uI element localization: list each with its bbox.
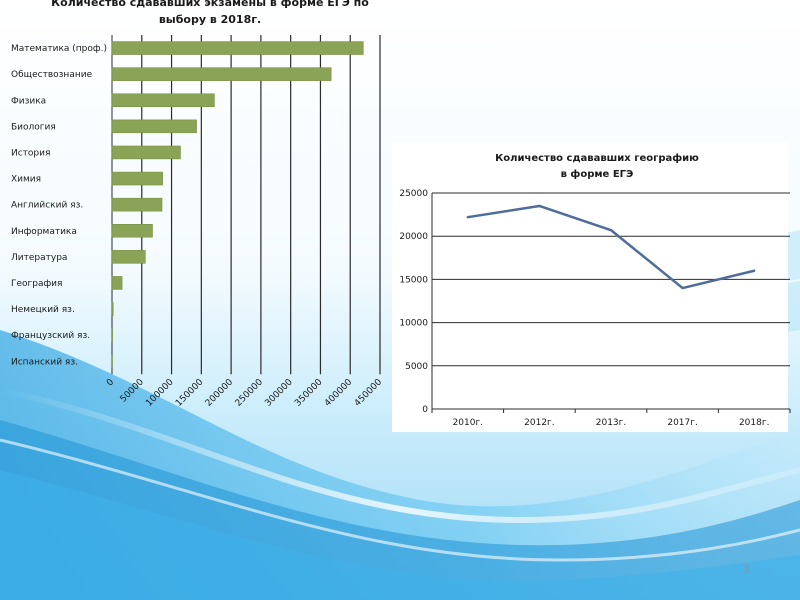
bar-chart-x-tick: 0 [105, 377, 116, 388]
line-chart-series [466, 204, 756, 290]
bar-chart-category: Английский яз. [11, 201, 83, 211]
bar-chart-bar [111, 224, 153, 238]
line-chart-y-tick: 0 [422, 405, 428, 415]
line-chart-category-labels: 2010г. 2012г. 2013г. 2017г. 2018г. [453, 418, 770, 428]
bar-chart-title-line2: выбору в 2018г. [159, 13, 261, 26]
bar-chart-category: Математика (проф.) [11, 44, 107, 54]
line-chart-point [466, 215, 469, 219]
line-chart: Количество сдававших географию в форме Е… [392, 142, 791, 432]
bar-chart-x-tick: 400000 [323, 377, 355, 409]
bar-chart-x-tick: 450000 [353, 377, 385, 409]
line-chart-point [753, 269, 756, 272]
bar-chart-category: Обществознание [11, 70, 93, 80]
line-chart-title-line2: в форме ЕГЭ [561, 168, 634, 180]
bar-chart-category: Химия [11, 175, 41, 185]
bar-chart-category: Информатика [11, 227, 77, 237]
bar-chart-bar [111, 93, 215, 107]
bar-chart-x-tick: 100000 [144, 377, 176, 409]
bar-chart-category-labels: Математика (проф.) Обществознание Физика Би… [11, 44, 107, 367]
bar-chart-x-tick: 350000 [293, 377, 325, 409]
bar-chart-bar [111, 197, 163, 212]
bar-chart-bars [111, 41, 364, 368]
bar-chart-category: Физика [11, 96, 46, 106]
line-chart-category: 2017г. [667, 418, 698, 428]
bar-chart-category: Французский яз. [11, 331, 90, 341]
line-chart-point [681, 286, 684, 290]
line-chart-y-tick: 5000 [405, 362, 428, 372]
line-chart-y-tick: 20000 [399, 232, 428, 242]
bar-chart-category: История [11, 148, 50, 158]
line-chart-category: 2018г. [739, 418, 770, 428]
bar-chart: Количество сдававших экзамены в форме ЕГ… [11, 0, 384, 409]
line-chart-gridlines [431, 192, 791, 413]
line-chart-y-tick: 15000 [399, 275, 428, 285]
line-chart-title-line1: Количество сдававших географию [495, 152, 699, 164]
bar-chart-category: Литература [11, 253, 67, 263]
line-chart-y-tick: 10000 [399, 319, 428, 329]
bar-chart-bar [111, 67, 332, 81]
line-chart-tick-labels: 0 5000 10000 15000 20000 25000 [399, 189, 428, 415]
line-chart-category: 2013г. [596, 418, 627, 428]
bar-chart-bar [111, 328, 113, 342]
bar-chart-category: Биология [11, 122, 56, 132]
page-number: 3 [742, 562, 750, 576]
line-chart-category: 2012г. [524, 418, 555, 428]
line-chart-point [538, 204, 541, 208]
bar-chart-bar [111, 276, 123, 290]
bar-chart-x-tick: 200000 [204, 377, 236, 409]
bar-chart-bar [111, 250, 146, 264]
bar-chart-bar [111, 302, 114, 316]
bar-chart-bar [111, 354, 113, 368]
bar-chart-bar [111, 171, 163, 186]
line-chart-point [609, 228, 613, 232]
bar-chart-category: География [11, 279, 62, 289]
bar-chart-bar [111, 145, 181, 160]
line-chart-y-tick: 25000 [399, 189, 428, 199]
bar-chart-x-tick: 150000 [174, 377, 206, 409]
bar-chart-category: Немецкий яз. [11, 305, 75, 315]
line-chart-panel [392, 142, 788, 432]
bar-chart-bar [111, 41, 364, 55]
bar-chart-x-tick: 300000 [263, 377, 295, 409]
bar-chart-x-tick: 50000 [119, 377, 147, 405]
line-chart-category: 2010г. [453, 418, 484, 428]
bar-chart-x-tick: 250000 [234, 377, 266, 409]
bar-chart-title-line1: Количество сдававших экзамены в форме ЕГ… [51, 0, 369, 9]
bar-chart-tick-labels: 0 500001000001500002000002500003000003500… [105, 377, 384, 409]
bar-chart-category: Испанский яз. [11, 357, 78, 367]
bar-chart-bar [111, 119, 197, 134]
